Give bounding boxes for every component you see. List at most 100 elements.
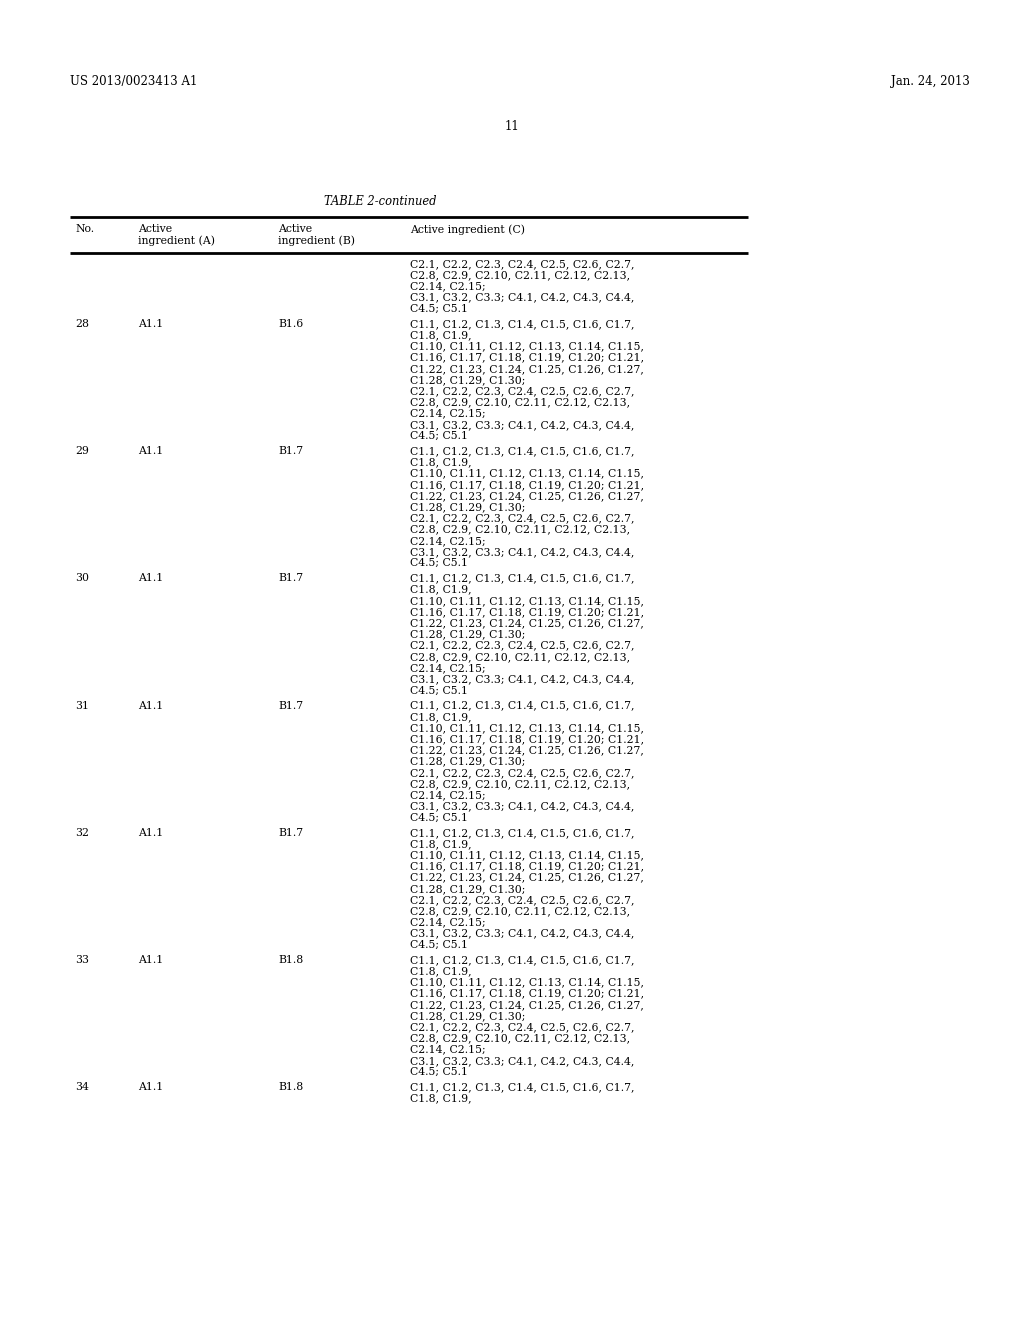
Text: C1.22, C1.23, C1.24, C1.25, C1.26, C1.27,: C1.22, C1.23, C1.24, C1.25, C1.26, C1.27…	[410, 491, 644, 502]
Text: C1.22, C1.23, C1.24, C1.25, C1.26, C1.27,: C1.22, C1.23, C1.24, C1.25, C1.26, C1.27…	[410, 364, 644, 374]
Text: A1.1: A1.1	[138, 573, 163, 583]
Text: C1.8, C1.9,: C1.8, C1.9,	[410, 458, 472, 467]
Text: C2.14, C2.15;: C2.14, C2.15;	[410, 1044, 485, 1055]
Text: C2.8, C2.9, C2.10, C2.11, C2.12, C2.13,: C2.8, C2.9, C2.10, C2.11, C2.12, C2.13,	[410, 1034, 630, 1043]
Text: B1.7: B1.7	[278, 828, 303, 838]
Text: Jan. 24, 2013: Jan. 24, 2013	[891, 75, 970, 88]
Text: C1.1, C1.2, C1.3, C1.4, C1.5, C1.6, C1.7,: C1.1, C1.2, C1.3, C1.4, C1.5, C1.6, C1.7…	[410, 954, 635, 965]
Text: C2.14, C2.15;: C2.14, C2.15;	[410, 791, 485, 800]
Text: C1.16, C1.17, C1.18, C1.19, C1.20; C1.21,: C1.16, C1.17, C1.18, C1.19, C1.20; C1.21…	[410, 734, 644, 744]
Text: ingredient (B): ingredient (B)	[278, 235, 355, 246]
Text: C1.10, C1.11, C1.12, C1.13, C1.14, C1.15,: C1.10, C1.11, C1.12, C1.13, C1.14, C1.15…	[410, 342, 644, 351]
Text: C1.16, C1.17, C1.18, C1.19, C1.20; C1.21,: C1.16, C1.17, C1.18, C1.19, C1.20; C1.21…	[410, 989, 644, 999]
Text: C1.8, C1.9,: C1.8, C1.9,	[410, 840, 472, 849]
Text: Active: Active	[278, 224, 312, 234]
Text: C1.28, C1.29, C1.30;: C1.28, C1.29, C1.30;	[410, 1011, 525, 1020]
Text: B1.7: B1.7	[278, 573, 303, 583]
Text: B1.7: B1.7	[278, 446, 303, 457]
Text: C2.1, C2.2, C2.3, C2.4, C2.5, C2.6, C2.7,: C2.1, C2.2, C2.3, C2.4, C2.5, C2.6, C2.7…	[410, 387, 635, 396]
Text: C1.28, C1.29, C1.30;: C1.28, C1.29, C1.30;	[410, 756, 525, 767]
Text: C3.1, C3.2, C3.3; C4.1, C4.2, C4.3, C4.4,: C3.1, C3.2, C3.3; C4.1, C4.2, C4.3, C4.4…	[410, 420, 635, 430]
Text: 11: 11	[505, 120, 519, 133]
Text: B1.8: B1.8	[278, 954, 303, 965]
Text: C4.5; C5.1: C4.5; C5.1	[410, 558, 468, 568]
Text: C2.14, C2.15;: C2.14, C2.15;	[410, 917, 485, 928]
Text: C4.5; C5.1: C4.5; C5.1	[410, 432, 468, 441]
Text: No.: No.	[75, 224, 94, 234]
Text: C2.1, C2.2, C2.3, C2.4, C2.5, C2.6, C2.7,: C2.1, C2.2, C2.3, C2.4, C2.5, C2.6, C2.7…	[410, 1022, 635, 1032]
Text: C3.1, C3.2, C3.3; C4.1, C4.2, C4.3, C4.4,: C3.1, C3.2, C3.3; C4.1, C4.2, C4.3, C4.4…	[410, 1056, 635, 1065]
Text: C1.28, C1.29, C1.30;: C1.28, C1.29, C1.30;	[410, 630, 525, 639]
Text: TABLE 2-continued: TABLE 2-continued	[324, 195, 436, 209]
Text: A1.1: A1.1	[138, 1082, 163, 1092]
Text: C1.8, C1.9,: C1.8, C1.9,	[410, 711, 472, 722]
Text: C2.14, C2.15;: C2.14, C2.15;	[410, 536, 485, 545]
Text: C1.16, C1.17, C1.18, C1.19, C1.20; C1.21,: C1.16, C1.17, C1.18, C1.19, C1.20; C1.21…	[410, 352, 644, 363]
Text: A1.1: A1.1	[138, 954, 163, 965]
Text: C1.10, C1.11, C1.12, C1.13, C1.14, C1.15,: C1.10, C1.11, C1.12, C1.13, C1.14, C1.15…	[410, 595, 644, 606]
Text: US 2013/0023413 A1: US 2013/0023413 A1	[70, 75, 198, 88]
Text: A1.1: A1.1	[138, 701, 163, 710]
Text: C1.22, C1.23, C1.24, C1.25, C1.26, C1.27,: C1.22, C1.23, C1.24, C1.25, C1.26, C1.27…	[410, 746, 644, 755]
Text: 31: 31	[75, 701, 89, 710]
Text: C2.1, C2.2, C2.3, C2.4, C2.5, C2.6, C2.7,: C2.1, C2.2, C2.3, C2.4, C2.5, C2.6, C2.7…	[410, 513, 635, 524]
Text: C2.1, C2.2, C2.3, C2.4, C2.5, C2.6, C2.7,: C2.1, C2.2, C2.3, C2.4, C2.5, C2.6, C2.7…	[410, 640, 635, 651]
Text: C4.5; C5.1: C4.5; C5.1	[410, 685, 468, 696]
Text: C2.8, C2.9, C2.10, C2.11, C2.12, C2.13,: C2.8, C2.9, C2.10, C2.11, C2.12, C2.13,	[410, 524, 630, 535]
Text: C3.1, C3.2, C3.3; C4.1, C4.2, C4.3, C4.4,: C3.1, C3.2, C3.3; C4.1, C4.2, C4.3, C4.4…	[410, 546, 635, 557]
Text: C4.5; C5.1: C4.5; C5.1	[410, 1067, 468, 1077]
Text: A1.1: A1.1	[138, 828, 163, 838]
Text: B1.7: B1.7	[278, 701, 303, 710]
Text: C1.16, C1.17, C1.18, C1.19, C1.20; C1.21,: C1.16, C1.17, C1.18, C1.19, C1.20; C1.21…	[410, 862, 644, 871]
Text: C4.5; C5.1: C4.5; C5.1	[410, 304, 468, 314]
Text: C3.1, C3.2, C3.3; C4.1, C4.2, C4.3, C4.4,: C3.1, C3.2, C3.3; C4.1, C4.2, C4.3, C4.4…	[410, 928, 635, 939]
Text: C1.10, C1.11, C1.12, C1.13, C1.14, C1.15,: C1.10, C1.11, C1.12, C1.13, C1.14, C1.15…	[410, 977, 644, 987]
Text: C2.8, C2.9, C2.10, C2.11, C2.12, C2.13,: C2.8, C2.9, C2.10, C2.11, C2.12, C2.13,	[410, 907, 630, 916]
Text: C2.14, C2.15;: C2.14, C2.15;	[410, 663, 485, 673]
Text: C1.22, C1.23, C1.24, C1.25, C1.26, C1.27,: C1.22, C1.23, C1.24, C1.25, C1.26, C1.27…	[410, 999, 644, 1010]
Text: C1.8, C1.9,: C1.8, C1.9,	[410, 330, 472, 341]
Text: C1.22, C1.23, C1.24, C1.25, C1.26, C1.27,: C1.22, C1.23, C1.24, C1.25, C1.26, C1.27…	[410, 618, 644, 628]
Text: 32: 32	[75, 828, 89, 838]
Text: Active: Active	[138, 224, 172, 234]
Text: C1.28, C1.29, C1.30;: C1.28, C1.29, C1.30;	[410, 375, 525, 385]
Text: 28: 28	[75, 319, 89, 329]
Text: C2.8, C2.9, C2.10, C2.11, C2.12, C2.13,: C2.8, C2.9, C2.10, C2.11, C2.12, C2.13,	[410, 779, 630, 789]
Text: 34: 34	[75, 1082, 89, 1092]
Text: C2.8, C2.9, C2.10, C2.11, C2.12, C2.13,: C2.8, C2.9, C2.10, C2.11, C2.12, C2.13,	[410, 271, 630, 280]
Text: Active ingredient (C): Active ingredient (C)	[410, 224, 525, 235]
Text: C4.5; C5.1: C4.5; C5.1	[410, 813, 468, 822]
Text: C1.8, C1.9,: C1.8, C1.9,	[410, 966, 472, 977]
Text: C3.1, C3.2, C3.3; C4.1, C4.2, C4.3, C4.4,: C3.1, C3.2, C3.3; C4.1, C4.2, C4.3, C4.4…	[410, 801, 635, 812]
Text: C1.1, C1.2, C1.3, C1.4, C1.5, C1.6, C1.7,: C1.1, C1.2, C1.3, C1.4, C1.5, C1.6, C1.7…	[410, 446, 635, 457]
Text: C1.22, C1.23, C1.24, C1.25, C1.26, C1.27,: C1.22, C1.23, C1.24, C1.25, C1.26, C1.27…	[410, 873, 644, 883]
Text: C1.1, C1.2, C1.3, C1.4, C1.5, C1.6, C1.7,: C1.1, C1.2, C1.3, C1.4, C1.5, C1.6, C1.7…	[410, 701, 635, 710]
Text: C1.8, C1.9,: C1.8, C1.9,	[410, 1093, 472, 1104]
Text: C1.28, C1.29, C1.30;: C1.28, C1.29, C1.30;	[410, 502, 525, 512]
Text: C1.10, C1.11, C1.12, C1.13, C1.14, C1.15,: C1.10, C1.11, C1.12, C1.13, C1.14, C1.15…	[410, 850, 644, 861]
Text: 30: 30	[75, 573, 89, 583]
Text: C3.1, C3.2, C3.3; C4.1, C4.2, C4.3, C4.4,: C3.1, C3.2, C3.3; C4.1, C4.2, C4.3, C4.4…	[410, 293, 635, 302]
Text: A1.1: A1.1	[138, 446, 163, 457]
Text: ingredient (A): ingredient (A)	[138, 235, 215, 246]
Text: C1.16, C1.17, C1.18, C1.19, C1.20; C1.21,: C1.16, C1.17, C1.18, C1.19, C1.20; C1.21…	[410, 479, 644, 490]
Text: C2.1, C2.2, C2.3, C2.4, C2.5, C2.6, C2.7,: C2.1, C2.2, C2.3, C2.4, C2.5, C2.6, C2.7…	[410, 768, 635, 777]
Text: C1.1, C1.2, C1.3, C1.4, C1.5, C1.6, C1.7,: C1.1, C1.2, C1.3, C1.4, C1.5, C1.6, C1.7…	[410, 1082, 635, 1092]
Text: A1.1: A1.1	[138, 319, 163, 329]
Text: C2.14, C2.15;: C2.14, C2.15;	[410, 281, 485, 292]
Text: C2.8, C2.9, C2.10, C2.11, C2.12, C2.13,: C2.8, C2.9, C2.10, C2.11, C2.12, C2.13,	[410, 397, 630, 408]
Text: C1.1, C1.2, C1.3, C1.4, C1.5, C1.6, C1.7,: C1.1, C1.2, C1.3, C1.4, C1.5, C1.6, C1.7…	[410, 573, 635, 583]
Text: C1.16, C1.17, C1.18, C1.19, C1.20; C1.21,: C1.16, C1.17, C1.18, C1.19, C1.20; C1.21…	[410, 607, 644, 616]
Text: C2.1, C2.2, C2.3, C2.4, C2.5, C2.6, C2.7,: C2.1, C2.2, C2.3, C2.4, C2.5, C2.6, C2.7…	[410, 259, 635, 269]
Text: C3.1, C3.2, C3.3; C4.1, C4.2, C4.3, C4.4,: C3.1, C3.2, C3.3; C4.1, C4.2, C4.3, C4.4…	[410, 675, 635, 684]
Text: C2.8, C2.9, C2.10, C2.11, C2.12, C2.13,: C2.8, C2.9, C2.10, C2.11, C2.12, C2.13,	[410, 652, 630, 661]
Text: C2.1, C2.2, C2.3, C2.4, C2.5, C2.6, C2.7,: C2.1, C2.2, C2.3, C2.4, C2.5, C2.6, C2.7…	[410, 895, 635, 906]
Text: 29: 29	[75, 446, 89, 457]
Text: C1.10, C1.11, C1.12, C1.13, C1.14, C1.15,: C1.10, C1.11, C1.12, C1.13, C1.14, C1.15…	[410, 723, 644, 733]
Text: C1.1, C1.2, C1.3, C1.4, C1.5, C1.6, C1.7,: C1.1, C1.2, C1.3, C1.4, C1.5, C1.6, C1.7…	[410, 319, 635, 329]
Text: C2.14, C2.15;: C2.14, C2.15;	[410, 409, 485, 418]
Text: C1.10, C1.11, C1.12, C1.13, C1.14, C1.15,: C1.10, C1.11, C1.12, C1.13, C1.14, C1.15…	[410, 469, 644, 479]
Text: 33: 33	[75, 954, 89, 965]
Text: C4.5; C5.1: C4.5; C5.1	[410, 940, 468, 950]
Text: C1.8, C1.9,: C1.8, C1.9,	[410, 585, 472, 594]
